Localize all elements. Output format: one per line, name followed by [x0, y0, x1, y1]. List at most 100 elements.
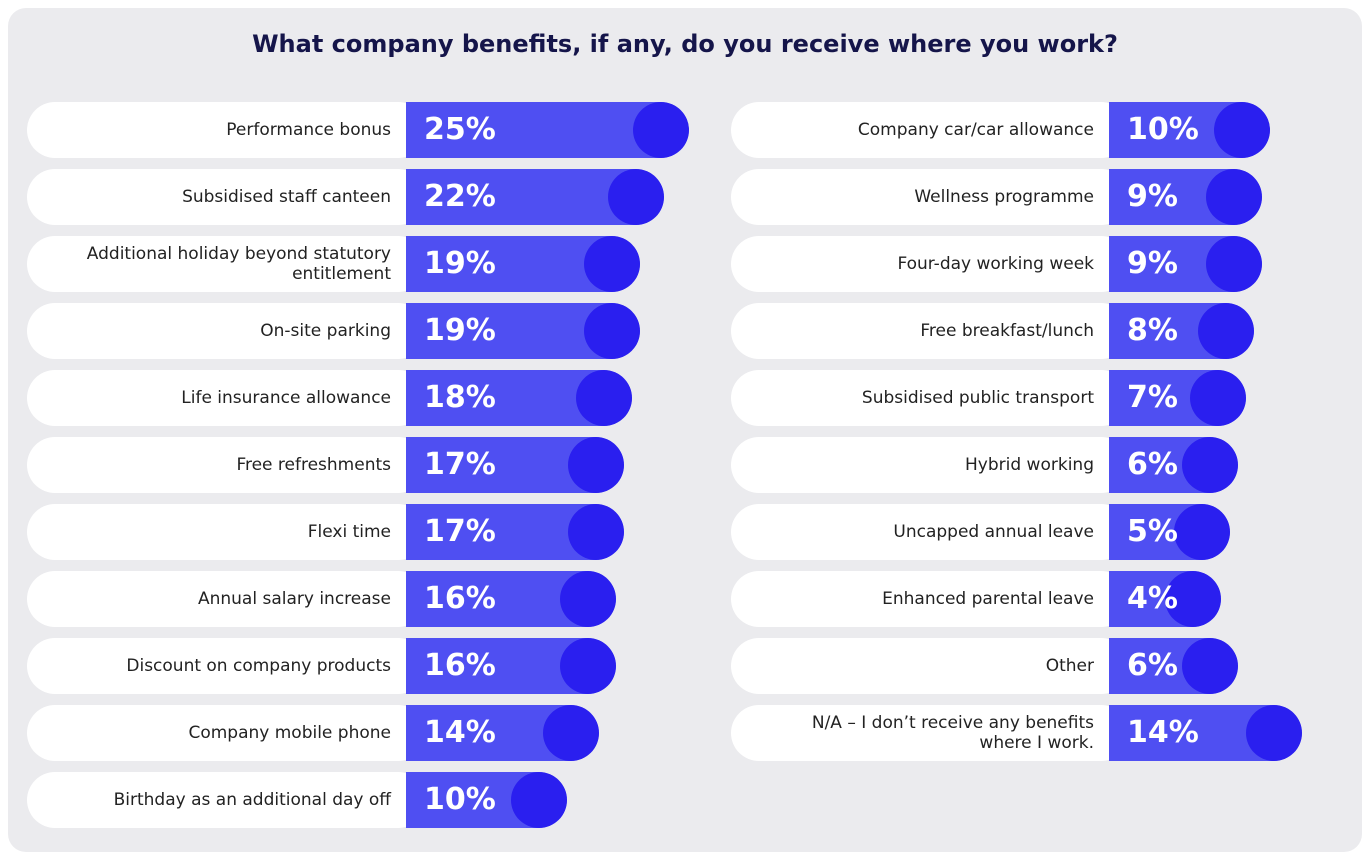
bar-cap [1189, 370, 1246, 426]
bar-cap [1205, 169, 1262, 225]
category-label: Subsidised public transport [861, 388, 1094, 408]
bar: 25% [406, 102, 689, 158]
value-label: 7% [1127, 380, 1178, 415]
bar: 6% [1109, 437, 1238, 493]
category-label: Free refreshments [236, 455, 391, 475]
value-label: 16% [424, 648, 496, 683]
bar: 8% [1109, 303, 1254, 359]
label-pill: Other [731, 638, 1129, 694]
bar-cap [1165, 571, 1222, 627]
category-label: Uncapped annual leave [893, 522, 1094, 542]
category-label: Hybrid working [965, 455, 1094, 475]
category-label: On-site parking [260, 321, 391, 341]
bar: 10% [406, 772, 567, 828]
category-label: Discount on company products [126, 656, 391, 676]
label-pill: Free refreshments [27, 437, 426, 493]
category-label: Birthday as an additional day off [113, 790, 391, 810]
bar-cap [1173, 504, 1230, 560]
value-label: 4% [1127, 581, 1178, 616]
bar: 17% [406, 437, 624, 493]
bar: 19% [406, 236, 640, 292]
label-pill: Subsidised public transport [731, 370, 1129, 426]
bar-cap [1181, 638, 1238, 694]
category-label: Company mobile phone [188, 723, 391, 743]
chart-title: What company benefits, if any, do you re… [252, 30, 1118, 58]
bar-cap [567, 504, 624, 560]
label-pill: Wellness programme [731, 169, 1129, 225]
bar-cap [1205, 236, 1262, 292]
bar-cap [632, 102, 689, 158]
value-label: 22% [424, 179, 496, 214]
bar-cap [559, 638, 616, 694]
category-label: Other [1045, 656, 1094, 676]
bar-cap [511, 772, 567, 828]
label-pill: Subsidised staff canteen [27, 169, 426, 225]
category-label: Performance bonus [226, 120, 391, 140]
label-pill: Free breakfast/lunch [731, 303, 1129, 359]
bar: 16% [406, 638, 616, 694]
value-label: 18% [424, 380, 496, 415]
value-label: 17% [424, 514, 496, 549]
label-pill: Birthday as an additional day off [27, 772, 426, 828]
value-label: 14% [1127, 715, 1199, 750]
bar-cap [1246, 705, 1303, 761]
bar: 9% [1109, 169, 1262, 225]
bar: 4% [1109, 571, 1222, 627]
category-label: Free breakfast/lunch [920, 321, 1094, 341]
bar: 9% [1109, 236, 1262, 292]
bar-cap [567, 437, 624, 493]
value-label: 9% [1127, 246, 1178, 281]
category-label: Enhanced parental leave [882, 589, 1094, 609]
label-pill: Performance bonus [27, 102, 426, 158]
category-label: Wellness programme [914, 187, 1094, 207]
label-pill: Enhanced parental leave [731, 571, 1129, 627]
bar: 7% [1109, 370, 1246, 426]
bar: 17% [406, 504, 624, 560]
category-label: N/A – I don’t receive any benefits where… [811, 713, 1094, 753]
bar: 19% [406, 303, 640, 359]
label-pill: Uncapped annual leave [731, 504, 1129, 560]
label-pill: Additional holiday beyond statutory enti… [27, 236, 426, 292]
label-pill: Company mobile phone [27, 705, 426, 761]
label-pill: Annual salary increase [27, 571, 426, 627]
value-label: 9% [1127, 179, 1178, 214]
category-label: Additional holiday beyond statutory enti… [86, 244, 391, 284]
bar: 16% [406, 571, 616, 627]
category-label: Four-day working week [897, 254, 1094, 274]
value-label: 14% [424, 715, 496, 750]
value-label: 19% [424, 313, 496, 348]
bar-cap [559, 571, 616, 627]
bar: 6% [1109, 638, 1238, 694]
value-label: 25% [424, 112, 496, 147]
category-label: Life insurance allowance [181, 388, 391, 408]
label-pill: Company car/car allowance [731, 102, 1129, 158]
value-label: 6% [1127, 447, 1178, 482]
bar: 14% [406, 705, 600, 761]
label-pill: Four-day working week [731, 236, 1129, 292]
value-label: 10% [424, 782, 496, 817]
category-label: Flexi time [307, 522, 391, 542]
bar: 22% [406, 169, 665, 225]
bar-cap [1181, 437, 1238, 493]
bar: 5% [1109, 504, 1230, 560]
label-pill: Hybrid working [731, 437, 1129, 493]
category-label: Annual salary increase [197, 589, 391, 609]
label-pill: Discount on company products [27, 638, 426, 694]
bar: 18% [406, 370, 632, 426]
label-pill: Flexi time [27, 504, 426, 560]
bar-cap [1197, 303, 1254, 359]
category-label: Subsidised staff canteen [182, 187, 391, 207]
value-label: 17% [424, 447, 496, 482]
label-pill: On-site parking [27, 303, 426, 359]
value-label: 6% [1127, 648, 1178, 683]
bar-cap [543, 705, 600, 761]
bar: 10% [1109, 102, 1270, 158]
value-label: 16% [424, 581, 496, 616]
bar-cap [1214, 102, 1270, 158]
bar-cap [608, 169, 665, 225]
bar-cap [583, 303, 640, 359]
bar-cap [575, 370, 632, 426]
value-label: 19% [424, 246, 496, 281]
value-label: 10% [1127, 112, 1199, 147]
